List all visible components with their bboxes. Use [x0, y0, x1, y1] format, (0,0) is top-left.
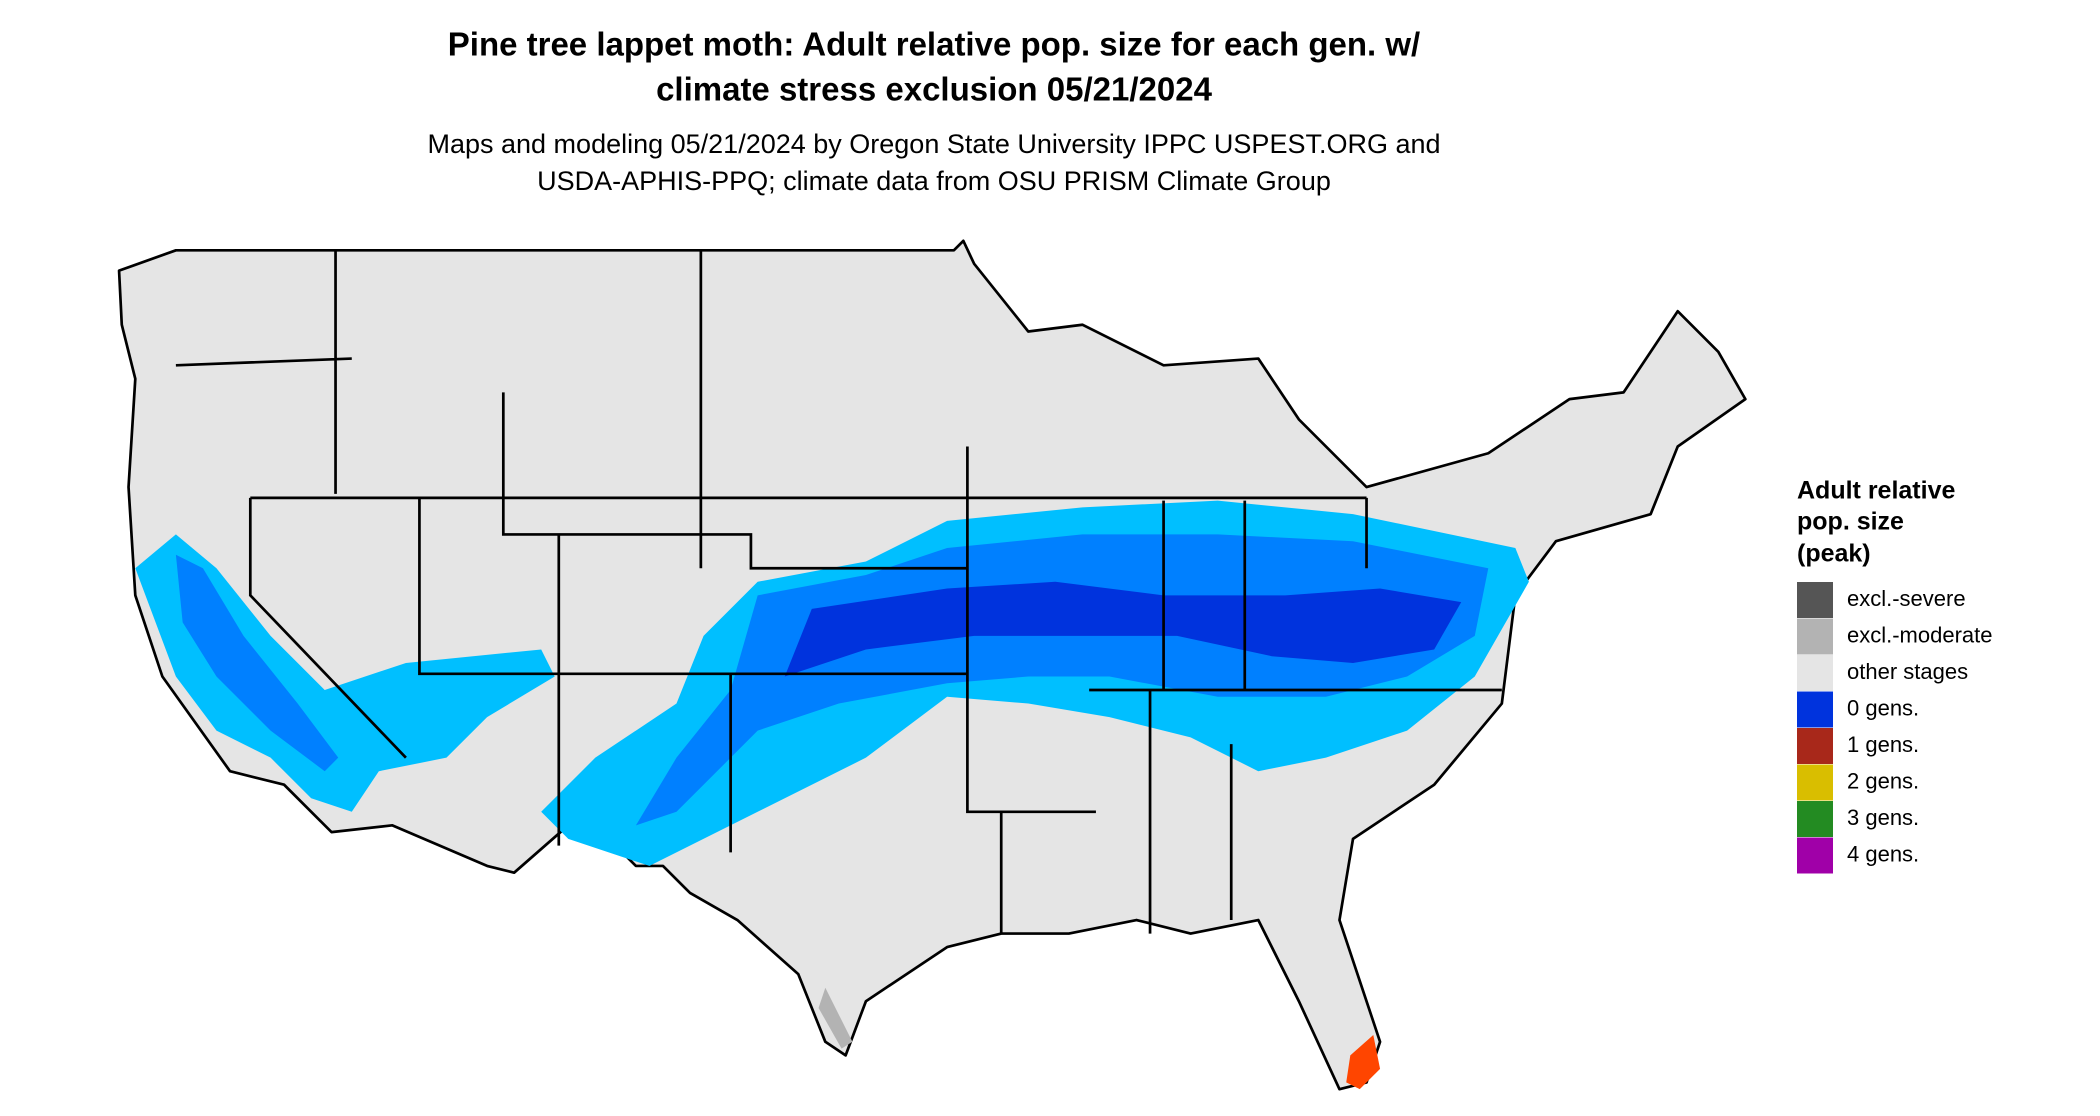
- legend-swatch: [1797, 691, 1833, 728]
- legend-swatch: [1797, 582, 1833, 618]
- subtitle: Maps and modeling 05/21/2024 by Oregon S…: [427, 129, 1440, 159]
- legend-swatch: [1797, 728, 1833, 764]
- legend-title: pop. size: [1797, 508, 1904, 536]
- legend-label: excl.-moderate: [1847, 622, 1993, 647]
- subtitle: USDA-APHIS-PPQ; climate data from OSU PR…: [537, 166, 1331, 196]
- legend-swatch: [1797, 837, 1833, 874]
- us-map: [117, 239, 1747, 1091]
- legend-label: 2 gens.: [1847, 768, 1919, 793]
- legend-swatch: [1797, 764, 1833, 801]
- west-blue-zone: [135, 534, 555, 812]
- legend-label: 0 gens.: [1847, 695, 1919, 720]
- state-borders: [175, 250, 1502, 934]
- florida-tip: [1346, 1035, 1381, 1090]
- legend-label: other stages: [1847, 659, 1968, 684]
- title: climate stress exclusion 05/21/2024: [656, 71, 1213, 108]
- dark-blue-zone: [784, 581, 1462, 677]
- title: Pine tree lappet moth: Adult relative po…: [448, 26, 1420, 63]
- legend-swatch: [1797, 618, 1833, 655]
- legend-label: 3 gens.: [1847, 805, 1919, 830]
- legend-swatch: [1797, 655, 1833, 691]
- legend-label: excl.-severe: [1847, 586, 1966, 611]
- legend-title: Adult relative: [1797, 477, 1955, 505]
- legend-label: 4 gens.: [1847, 841, 1919, 866]
- distribution: [135, 500, 1529, 1090]
- legend: excl.-severe excl.-moderate other stages 0 …: [1797, 582, 1993, 874]
- legend-title: (peak): [1797, 540, 1871, 568]
- legend-label: 1 gens.: [1847, 732, 1919, 757]
- texas-exclusion: [818, 987, 853, 1049]
- legend-swatch: [1797, 801, 1833, 837]
- west-mid-zone: [175, 554, 339, 772]
